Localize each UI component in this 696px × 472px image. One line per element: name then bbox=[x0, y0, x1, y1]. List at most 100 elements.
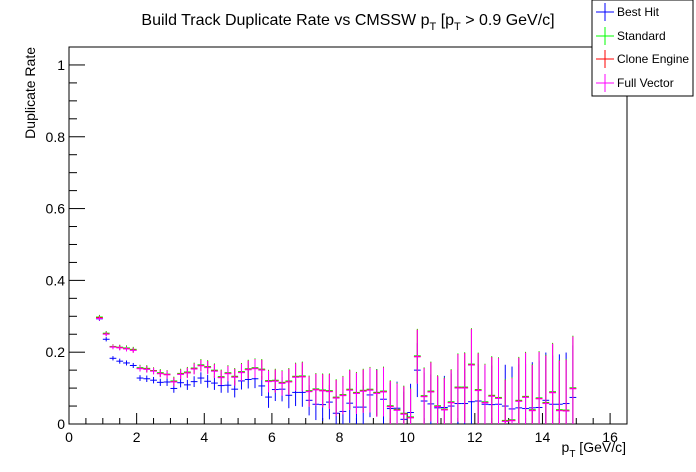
data-point bbox=[508, 378, 516, 424]
data-point bbox=[136, 365, 144, 372]
x-tick-label: 10 bbox=[399, 429, 415, 445]
data-point bbox=[265, 370, 272, 393]
legend-label: Full Vector bbox=[617, 76, 674, 90]
data-point bbox=[434, 376, 441, 424]
x-tick-label: 8 bbox=[336, 429, 344, 445]
data-point bbox=[555, 360, 563, 424]
data-point bbox=[224, 366, 232, 382]
data-point bbox=[278, 371, 286, 396]
data-point bbox=[326, 374, 333, 409]
data-point bbox=[177, 378, 184, 388]
data-point bbox=[204, 374, 212, 388]
data-point bbox=[183, 379, 191, 390]
x-tick-label: 14 bbox=[535, 429, 551, 445]
data-point bbox=[231, 369, 239, 386]
data-point bbox=[238, 364, 245, 382]
x-axis-label: pT [GeV/c] bbox=[562, 439, 626, 460]
data-point bbox=[386, 381, 394, 424]
data-points bbox=[96, 314, 577, 424]
data-point bbox=[380, 367, 387, 417]
data-point bbox=[129, 362, 137, 368]
legend: Best Hit Standard Clone Engine Full Vector bbox=[591, 0, 694, 97]
data-point bbox=[102, 337, 110, 342]
data-point bbox=[197, 360, 205, 372]
data-point bbox=[156, 370, 164, 378]
legend-label: Best Hit bbox=[617, 5, 660, 19]
data-point bbox=[136, 375, 144, 381]
chart-title: Build Track Duplicate Rate vs CMSSW pT [… bbox=[141, 12, 554, 33]
data-point bbox=[454, 354, 462, 422]
data-point bbox=[190, 363, 198, 375]
data-point bbox=[102, 332, 110, 337]
data-point bbox=[393, 383, 401, 424]
data-point bbox=[468, 329, 475, 402]
legend-label: Clone Engine bbox=[617, 52, 689, 66]
data-point bbox=[488, 357, 496, 424]
data-point bbox=[474, 353, 482, 424]
data-point bbox=[366, 367, 374, 413]
series-full-vector bbox=[96, 316, 577, 424]
data-point bbox=[515, 357, 523, 424]
data-point bbox=[116, 358, 124, 364]
data-point bbox=[211, 376, 218, 390]
data-point bbox=[413, 329, 421, 384]
data-point bbox=[407, 389, 414, 424]
data-point bbox=[332, 380, 340, 417]
data-point bbox=[109, 356, 117, 361]
data-point bbox=[346, 370, 354, 410]
data-point bbox=[312, 374, 320, 406]
x-tick-label: 16 bbox=[602, 429, 618, 445]
data-point bbox=[522, 352, 529, 424]
data-point bbox=[163, 378, 171, 386]
data-point bbox=[271, 369, 279, 393]
data-point bbox=[156, 378, 164, 386]
data-point bbox=[373, 370, 381, 417]
data-point bbox=[353, 373, 360, 414]
data-point bbox=[319, 374, 327, 408]
legend-box bbox=[591, 0, 694, 97]
data-point bbox=[298, 362, 306, 392]
data-point bbox=[542, 355, 550, 424]
data-point bbox=[447, 370, 455, 424]
y-tick-label: 0.6 bbox=[46, 201, 66, 217]
plot-frame bbox=[68, 46, 628, 425]
data-point bbox=[481, 364, 489, 424]
y-axis-label: Duplicate Rate bbox=[22, 47, 38, 139]
legend-entry: Standard bbox=[596, 27, 666, 45]
axes: 0 2 4 6 8 10 12 14 16 0 0.2 0.4 0.6 0.8 1 bbox=[46, 46, 618, 445]
data-point bbox=[183, 367, 191, 379]
data-point bbox=[163, 370, 171, 379]
x-tick-label: 2 bbox=[133, 429, 141, 445]
data-point bbox=[427, 362, 435, 422]
data-point bbox=[528, 365, 536, 424]
y-tick-label: 0.2 bbox=[46, 344, 66, 360]
data-point bbox=[116, 345, 124, 351]
data-point bbox=[258, 360, 266, 381]
data-point bbox=[129, 347, 137, 353]
data-point bbox=[204, 361, 212, 375]
data-point bbox=[495, 358, 502, 424]
data-point bbox=[569, 336, 577, 424]
data-point bbox=[143, 366, 151, 373]
legend-entry: Clone Engine bbox=[596, 50, 689, 68]
data-point bbox=[339, 376, 347, 415]
data-point bbox=[150, 367, 157, 375]
data-point bbox=[461, 353, 469, 423]
x-tick-label: 0 bbox=[65, 429, 73, 445]
data-point bbox=[251, 359, 259, 379]
y-tick-label: 1 bbox=[57, 57, 65, 73]
data-point bbox=[123, 360, 130, 366]
x-tick-label: 4 bbox=[200, 429, 208, 445]
data-point bbox=[292, 363, 299, 391]
y-tick-label: 0.4 bbox=[46, 272, 66, 288]
data-point bbox=[535, 352, 543, 424]
data-point bbox=[197, 372, 205, 384]
data-point bbox=[400, 386, 408, 424]
y-tick-label: 0.8 bbox=[46, 129, 66, 145]
data-point bbox=[420, 368, 428, 424]
x-tick-label: 6 bbox=[268, 429, 276, 445]
legend-label: Standard bbox=[617, 29, 666, 43]
data-point bbox=[217, 370, 225, 385]
